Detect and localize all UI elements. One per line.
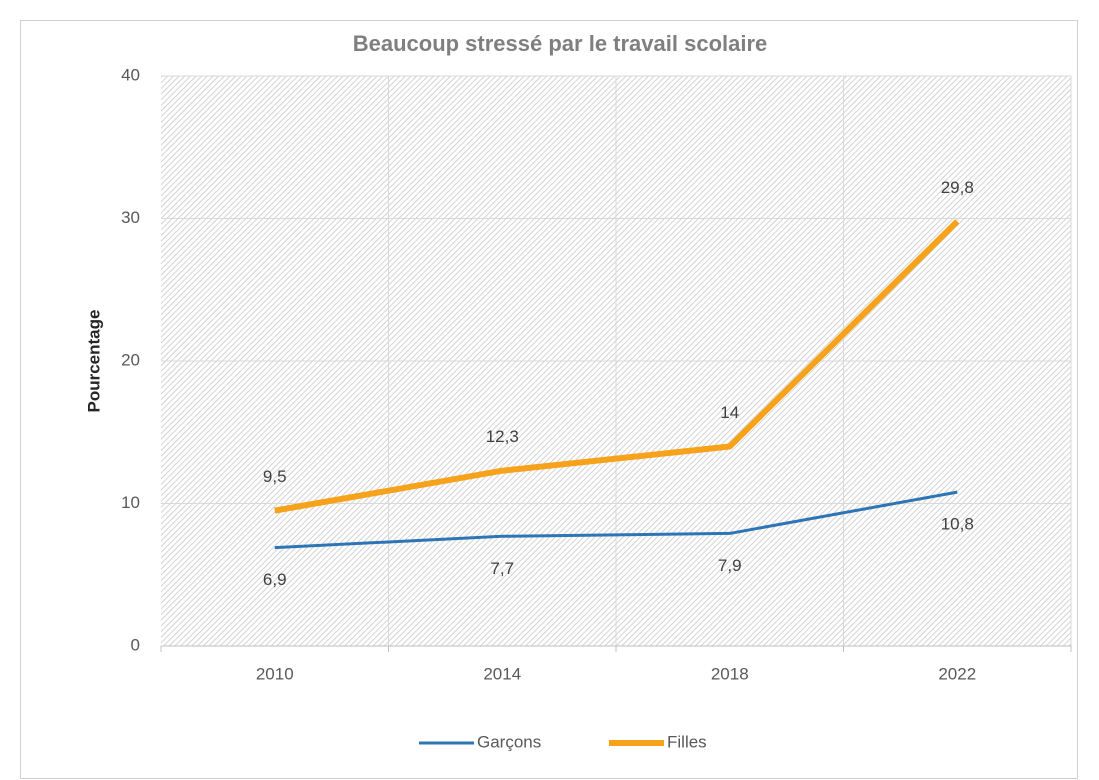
series-line — [274, 490, 958, 550]
data-label: 9,5 — [263, 467, 287, 486]
legend-label: Filles — [667, 732, 707, 751]
y-tick-label: 40 — [121, 65, 140, 84]
data-label: 6,9 — [263, 570, 287, 589]
series-line — [274, 219, 960, 514]
y-tick-label: 30 — [121, 208, 140, 227]
x-tick-label: 2014 — [483, 664, 521, 683]
data-label: 10,8 — [941, 515, 974, 534]
data-label: 29,8 — [941, 178, 974, 197]
x-tick-label: 2022 — [938, 664, 976, 683]
y-tick-label: 0 — [131, 635, 140, 654]
data-label: 7,9 — [718, 556, 742, 575]
data-label: 12,3 — [486, 427, 519, 446]
x-tick-label: 2010 — [256, 664, 294, 683]
legend-label: Garçons — [477, 732, 541, 751]
data-label: 14 — [720, 403, 739, 422]
data-label: 7,7 — [490, 559, 514, 578]
y-tick-label: 20 — [121, 350, 140, 369]
y-tick-label: 10 — [121, 493, 140, 512]
chart-title: Beaucoup stressé par le travail scolaire — [353, 31, 768, 56]
x-tick-label: 2018 — [711, 664, 749, 683]
y-axis-title: Pourcentage — [84, 310, 103, 413]
